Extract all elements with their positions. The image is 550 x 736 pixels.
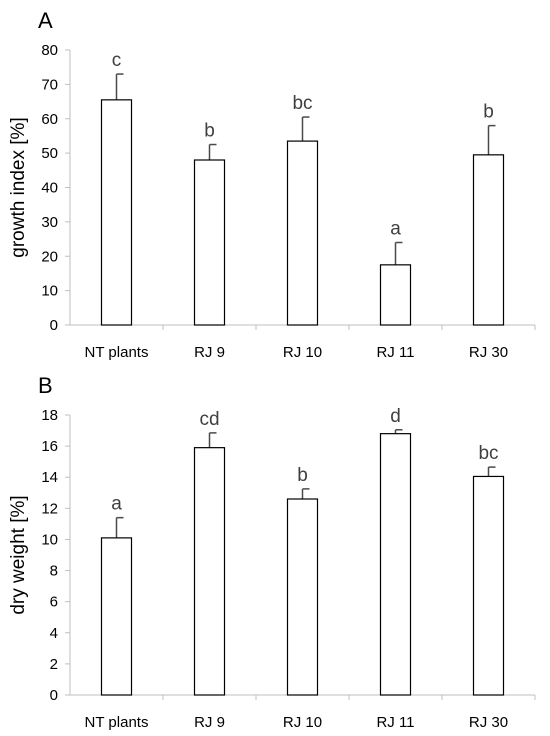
significance-label: b: [483, 102, 494, 123]
y-tick-label: 0: [50, 317, 58, 334]
bar: [193, 447, 226, 696]
x-category-label: RJ 30: [469, 714, 508, 731]
panel-letter: A: [38, 8, 53, 33]
y-tick-label: 4: [50, 625, 58, 642]
y-tick-label: 0: [50, 687, 58, 704]
y-axis-title: growth index [%]: [8, 117, 29, 257]
x-category-label: NT plants: [85, 344, 149, 361]
bar: [472, 154, 505, 326]
significance-label: bc: [292, 93, 312, 114]
significance-label: b: [204, 121, 215, 142]
x-category-label: RJ 10: [283, 344, 322, 361]
bar: [379, 264, 412, 326]
bar: [379, 433, 412, 696]
y-axis-title: dry weight [%]: [8, 495, 29, 614]
y-tick-label: 80: [41, 42, 58, 59]
panel-b: B 0 2 4 6 8 10 12 14 16 18 dry weight [%] a NT plants…: [8, 373, 536, 731]
y-tick-label: 18: [41, 407, 58, 424]
significance-label: a: [390, 219, 401, 240]
significance-label: a: [111, 494, 122, 515]
y-tick-label: 6: [50, 594, 58, 611]
x-category-label: RJ 30: [469, 344, 508, 361]
y-tick-label: 20: [41, 248, 58, 265]
x-category-label: NT plants: [85, 714, 149, 731]
y-tick-label: 40: [41, 180, 58, 197]
y-tick-label: 60: [41, 111, 58, 128]
y-tick-label: 70: [41, 76, 58, 93]
y-tick-label: 50: [41, 145, 58, 162]
y-tick-label: 30: [41, 214, 58, 231]
y-tick-label: 2: [50, 656, 58, 673]
significance-label: d: [390, 406, 401, 427]
y-tick-label: 8: [50, 563, 58, 580]
significance-label: b: [297, 465, 308, 486]
y-tick-label: 10: [41, 531, 58, 548]
x-category-label: RJ 9: [194, 344, 225, 361]
x-category-label: RJ 10: [283, 714, 322, 731]
significance-label: cd: [199, 409, 219, 430]
bar: [100, 99, 133, 326]
panel-letter: B: [38, 373, 53, 398]
panel-a: A 0 10 20 30 40 50 60 70 80 growth index [%] c NT pl…: [8, 8, 536, 361]
bar: [193, 159, 226, 326]
bar: [472, 475, 505, 696]
significance-label: c: [112, 50, 122, 71]
x-category-label: RJ 11: [376, 714, 414, 731]
y-tick-label: 14: [41, 469, 58, 486]
bar: [286, 140, 319, 326]
bar: [100, 537, 133, 696]
bar: [286, 498, 319, 696]
y-tick-label: 16: [41, 438, 58, 455]
y-tick-label: 12: [41, 500, 58, 517]
significance-label: bc: [478, 443, 498, 464]
x-category-label: RJ 9: [194, 714, 225, 731]
y-tick-label: 10: [41, 283, 58, 300]
x-category-label: RJ 11: [376, 344, 414, 361]
